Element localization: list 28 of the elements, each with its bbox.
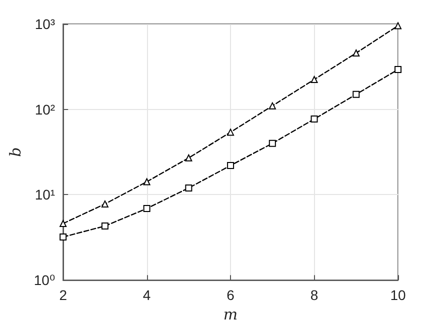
point	[101, 200, 108, 208]
x-tick-label: 4	[142, 287, 151, 304]
y-tick-label: 10³	[34, 16, 56, 32]
point	[268, 140, 276, 147]
point	[352, 50, 360, 57]
point	[227, 162, 234, 169]
x-tick-label: 2	[59, 287, 68, 304]
point	[143, 178, 150, 186]
point	[352, 90, 360, 98]
point	[394, 22, 402, 30]
y-tick-label: 10⁰	[34, 272, 56, 288]
x-axis-title: m	[223, 306, 238, 324]
x-tick-label: 8	[310, 287, 318, 304]
y-axis-title: b	[6, 147, 24, 157]
point	[310, 116, 318, 123]
point	[143, 204, 150, 212]
x-tick-label: 10	[390, 287, 406, 304]
point	[394, 66, 402, 74]
point	[185, 184, 192, 192]
point	[227, 128, 234, 136]
y-tick-label: 10¹	[34, 186, 56, 203]
x-tick-label: 6	[226, 287, 235, 304]
point	[185, 154, 192, 162]
point	[310, 76, 318, 83]
point	[60, 233, 67, 240]
y-tick-label: 10²	[34, 101, 56, 118]
point	[268, 102, 276, 110]
point	[101, 222, 108, 230]
